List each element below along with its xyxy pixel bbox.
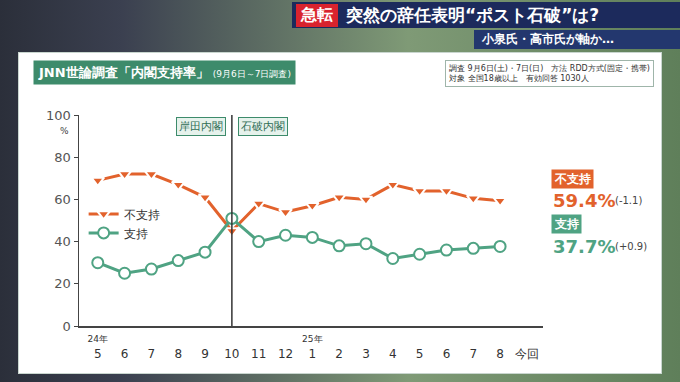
svg-text:60: 60 bbox=[54, 192, 71, 207]
svg-text:8: 8 bbox=[174, 347, 182, 361]
svg-text:調査 9月6日(土)・7日(日) 方法 RDD方式(固定・携: 調査 9月6日(土)・7日(日) 方法 RDD方式(固定・携帯)対象 全国18歳… bbox=[449, 64, 650, 83]
svg-text:%: % bbox=[60, 126, 69, 136]
svg-text:40: 40 bbox=[54, 234, 71, 249]
svg-text:8: 8 bbox=[496, 347, 504, 361]
svg-text:不支持: 不支持 bbox=[124, 208, 160, 222]
svg-text:不支持: 不支持 bbox=[554, 172, 591, 186]
svg-text:11: 11 bbox=[251, 347, 266, 361]
svg-text:支持: 支持 bbox=[554, 217, 579, 231]
svg-text:37.7%: 37.7% bbox=[553, 236, 615, 257]
svg-text:3: 3 bbox=[362, 347, 370, 361]
svg-text:石破内閣: 石破内閣 bbox=[241, 120, 285, 133]
svg-text:6: 6 bbox=[443, 347, 451, 361]
svg-text:2: 2 bbox=[335, 347, 343, 361]
svg-text:(-1.1): (-1.1) bbox=[615, 195, 642, 206]
svg-text:9: 9 bbox=[201, 347, 209, 361]
svg-text:JNN世論調査「内閣支持率」 (9月6日～7日調査): JNN世論調査「内閣支持率」 (9月6日～7日調査) bbox=[38, 65, 291, 80]
svg-text:12: 12 bbox=[278, 347, 293, 361]
html-text:小泉氏・高市氏が軸か…: 小泉氏・高市氏が軸か… bbox=[482, 32, 614, 46]
svg-text:0: 0 bbox=[63, 319, 71, 334]
svg-text:7: 7 bbox=[148, 347, 156, 361]
svg-text:今回: 今回 bbox=[515, 347, 539, 361]
svg-text:(+0.9): (+0.9) bbox=[615, 241, 647, 252]
svg-text:25年1: 25年1 bbox=[302, 334, 322, 361]
svg-text:5: 5 bbox=[416, 347, 424, 361]
svg-text:4: 4 bbox=[389, 347, 397, 361]
html-text:急転: 急転 bbox=[301, 4, 333, 24]
svg-text:100: 100 bbox=[46, 108, 71, 123]
svg-text:80: 80 bbox=[54, 150, 71, 165]
svg-text:59.4%: 59.4% bbox=[553, 190, 615, 211]
html-text:突然の辞任表明“ポスト石破”は?: 突然の辞任表明“ポスト石破”は? bbox=[346, 4, 600, 25]
svg-text:支持: 支持 bbox=[124, 227, 148, 241]
svg-text:24年5: 24年5 bbox=[88, 334, 108, 361]
svg-text:20: 20 bbox=[54, 276, 71, 291]
svg-text:10: 10 bbox=[224, 347, 239, 361]
svg-text:6: 6 bbox=[121, 347, 129, 361]
svg-text:岸田内閣: 岸田内閣 bbox=[179, 120, 223, 133]
svg-text:7: 7 bbox=[469, 347, 477, 361]
